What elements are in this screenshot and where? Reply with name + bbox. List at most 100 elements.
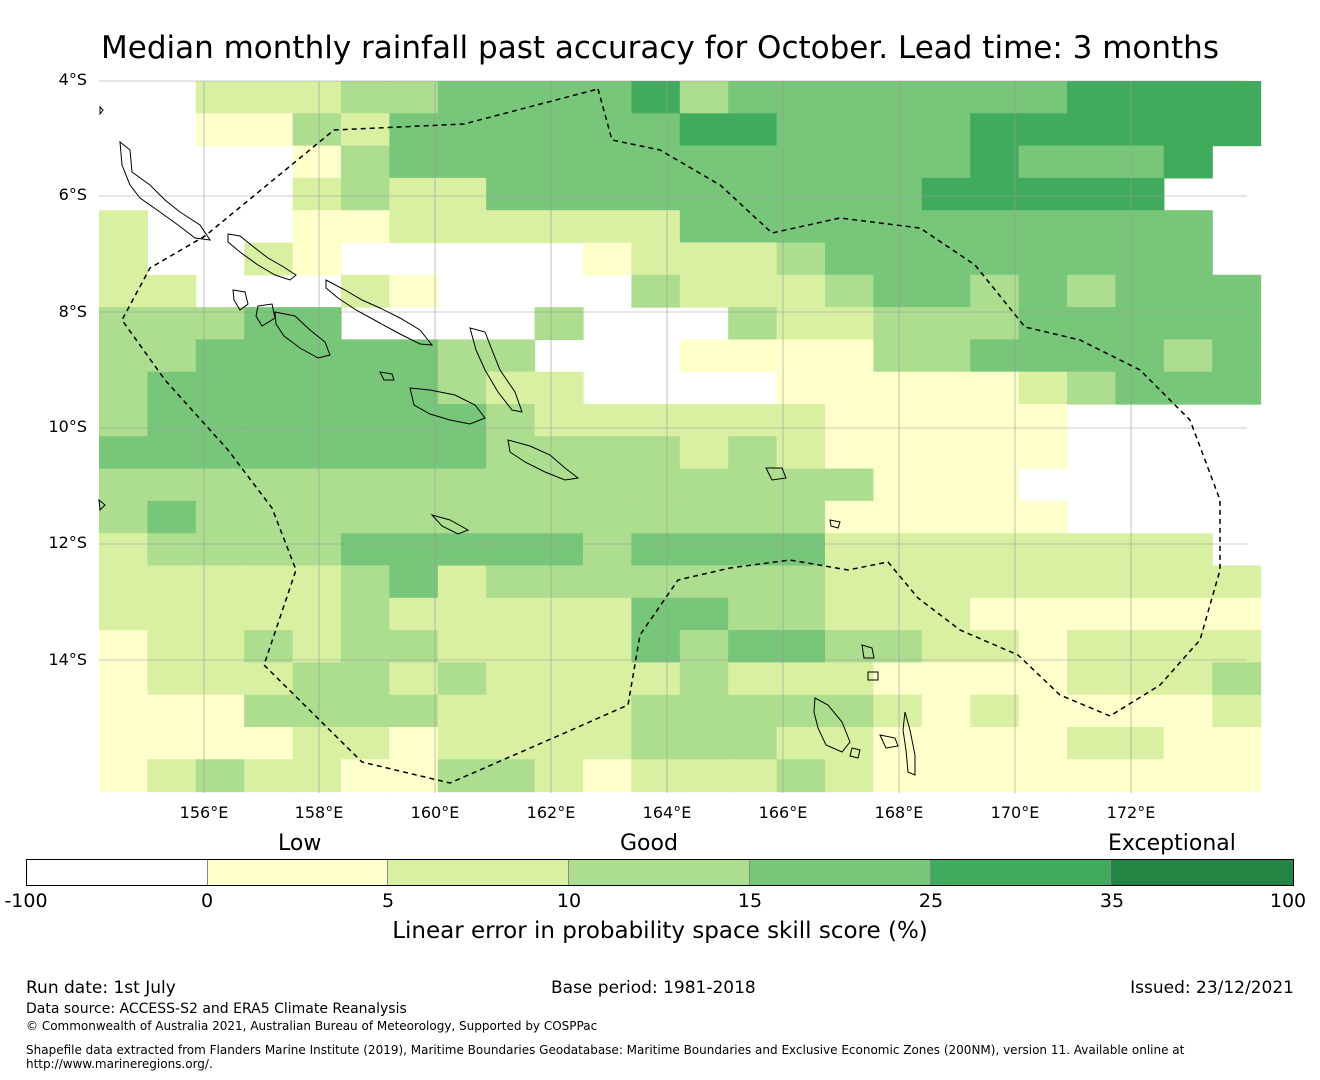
skill-cell [1163,565,1213,599]
skill-cell [486,565,536,599]
skill-grid [99,81,1262,793]
skill-cell [1212,307,1262,340]
skill-cell [437,759,487,793]
skill-cell [583,242,632,276]
skill-cell [583,597,632,631]
skill-cell [825,533,874,567]
skill-cell [631,533,681,567]
skill-cell [389,81,439,114]
skill-cell [1018,210,1068,244]
skill-cell [292,339,342,373]
skill-cell [244,371,294,405]
skill-cell [1163,597,1213,631]
colorbar-segment [27,860,208,885]
lon-label-162e: 162°E [526,803,576,822]
skill-cell [873,759,923,793]
skill-cell [292,727,342,760]
skill-cell [534,307,584,340]
skill-cell [534,533,584,567]
skill-cell [1115,242,1165,276]
skill-cell [679,759,729,793]
skill-cell [195,565,245,599]
skill-cell [873,597,923,631]
skill-cell [244,307,294,340]
skill-cell [1115,630,1165,663]
skill-cell [921,274,971,308]
skill-cell [1018,662,1068,696]
skill-cell [1163,727,1213,760]
skill-cell [970,274,1020,308]
skill-cell [776,597,826,631]
skill-cell [195,759,245,793]
skill-cell [147,339,197,373]
skill-cell [1067,145,1116,179]
skill-cell [147,662,197,696]
graticule [99,80,1247,793]
lon-label-158e: 158°E [294,803,344,822]
skill-cell [970,145,1020,179]
skill-cell [486,210,536,244]
skill-cell [99,759,148,793]
skill-cell [1018,339,1068,373]
island-outline [507,439,580,481]
skill-cell [970,371,1020,405]
skill-cell [970,759,1020,793]
skill-cell [1212,339,1262,373]
run-date: Run date: 1st July [26,978,176,998]
skill-cell [583,500,632,534]
skill-cell [1212,662,1262,696]
skill-cell [873,210,923,244]
lon-label-168e: 168°E [874,803,924,822]
skill-cell [99,339,148,373]
skill-cell [921,630,971,663]
skill-cell [728,307,778,340]
skill-cell [1115,339,1165,373]
skill-cell [534,468,584,502]
skill-cell [728,533,778,567]
island-outline [867,671,879,681]
skill-cell [970,727,1020,760]
skill-cell [341,274,390,308]
skill-cell [534,500,584,534]
skill-cell [679,436,729,470]
skill-cell [486,145,536,179]
lat-label-14s: 14°S [48,650,87,669]
skill-cell [534,565,584,599]
skill-cell [679,630,729,663]
skill-cell [728,145,778,179]
skill-cell [292,113,342,147]
skill-cell [486,533,536,567]
skill-cell [728,177,778,211]
shapefile-credit: Shapefile data extracted from Flanders M… [26,1043,1185,1057]
island-outline [325,279,434,346]
skill-cell [389,533,439,567]
skill-cell [921,242,971,276]
skill-cell [1163,210,1213,244]
skill-cell [534,436,584,470]
skill-cell [486,662,536,696]
skill-cell [873,371,923,405]
skill-cell [534,662,584,696]
skill-cell [99,468,148,502]
skill-cell [195,339,245,373]
skill-cell [1018,694,1068,728]
skill-cell [486,694,536,728]
skill-cell [970,242,1020,276]
skill-cell [1018,533,1068,567]
skill-cell [825,113,874,147]
colorbar-segment [207,860,389,885]
skill-cell [1115,759,1165,793]
skill-cell [631,436,681,470]
skill-cell [195,404,245,437]
skill-cell [292,630,342,663]
skill-cell [825,177,874,211]
skill-cell [99,210,148,244]
skill-cell [534,597,584,631]
skill-cell [1018,371,1068,405]
lon-label-170e: 170°E [990,803,1040,822]
skill-cell [1067,274,1116,308]
skill-cell [631,630,681,663]
skill-cell [437,597,487,631]
skill-cell [583,436,632,470]
skill-cell [292,436,342,470]
